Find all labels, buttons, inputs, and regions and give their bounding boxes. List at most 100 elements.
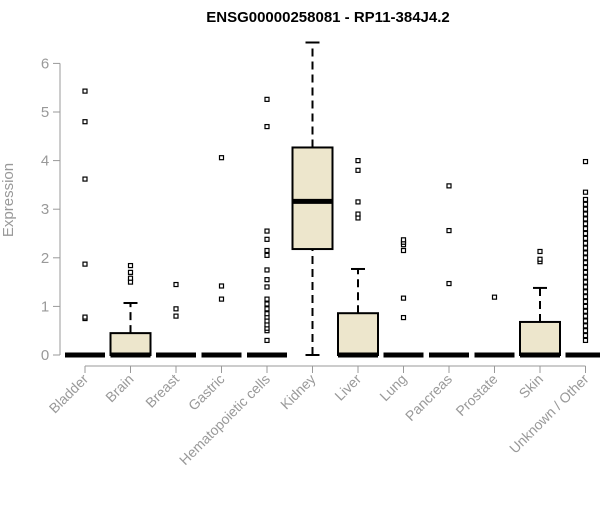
x-tick-label: Liver (331, 371, 364, 404)
box-iqr (520, 322, 560, 355)
outlier-point (584, 197, 588, 201)
outlier-point (220, 284, 224, 288)
outlier-point (174, 314, 178, 318)
y-tick-label: 2 (41, 250, 49, 267)
outlier-point (174, 307, 178, 311)
outlier-point (402, 238, 406, 242)
outlier-point (584, 280, 588, 284)
outlier-point (584, 309, 588, 313)
outlier-point (584, 270, 588, 274)
outlier-point (356, 200, 360, 204)
outlier-point (584, 217, 588, 221)
outlier-point (584, 160, 588, 164)
x-tick-label: Prostate (452, 371, 500, 419)
outlier-point (265, 229, 269, 233)
x-tick-label: Pancreas (402, 371, 455, 424)
outlier-point (265, 338, 269, 342)
x-tick-label: Bladder (46, 371, 92, 417)
outlier-point (129, 270, 133, 274)
y-tick-label: 3 (41, 201, 49, 218)
y-tick-label: 6 (41, 55, 49, 72)
box-iqr (338, 313, 378, 355)
outlier-point (584, 334, 588, 338)
outlier-point (584, 329, 588, 333)
outlier-point (265, 268, 269, 272)
y-tick-label: 0 (41, 347, 49, 364)
plot-area (65, 43, 600, 355)
outlier-point (265, 297, 269, 301)
outlier-point (129, 264, 133, 268)
outlier-point (584, 212, 588, 216)
box-group (293, 43, 333, 355)
x-tick-label: Kidney (277, 371, 319, 413)
outlier-point (265, 249, 269, 253)
outlier-point (584, 290, 588, 294)
outlier-point (265, 307, 269, 311)
outlier-point (265, 237, 269, 241)
outlier-point (493, 295, 497, 299)
outlier-point (220, 297, 224, 301)
x-tick-label: Unknown / Other (506, 371, 592, 457)
box-group (247, 97, 287, 355)
outlier-point (584, 222, 588, 226)
outlier-point (538, 257, 542, 261)
outlier-point (584, 190, 588, 194)
y-tick-label: 1 (41, 298, 49, 315)
outlier-point (356, 168, 360, 172)
outlier-point (83, 262, 87, 266)
outlier-point (265, 302, 269, 306)
outlier-point (584, 227, 588, 231)
outlier-point (538, 249, 542, 253)
outlier-point (584, 241, 588, 245)
outlier-point (83, 89, 87, 93)
outlier-point (402, 249, 406, 253)
outlier-point (584, 338, 588, 342)
outlier-point (584, 319, 588, 323)
outlier-point (447, 184, 451, 188)
outlier-point (584, 202, 588, 206)
box-group (65, 89, 105, 355)
outlier-point (356, 212, 360, 216)
outlier-point (584, 295, 588, 299)
outlier-point (402, 316, 406, 320)
outlier-point (83, 177, 87, 181)
outlier-point (584, 275, 588, 279)
outlier-point (584, 314, 588, 318)
outlier-point (129, 276, 133, 280)
outlier-point (447, 282, 451, 286)
y-axis-label: Expression (0, 163, 17, 237)
x-tick-label: Lung (376, 371, 409, 404)
x-tick-label: Hematopoietic cells (176, 371, 273, 468)
box-group (475, 295, 515, 355)
outlier-point (174, 283, 178, 287)
outlier-point (584, 304, 588, 308)
outlier-point (584, 261, 588, 265)
chart-title: ENSG00000258081 - RP11-384J4.2 (206, 9, 450, 26)
outlier-point (265, 97, 269, 101)
box-group (429, 184, 469, 355)
outlier-point (265, 278, 269, 282)
outlier-point (83, 120, 87, 124)
outlier-point (265, 312, 269, 316)
y-tick-label: 4 (41, 153, 49, 170)
outlier-point (584, 236, 588, 240)
outlier-point (83, 315, 87, 319)
box-iqr (293, 147, 333, 249)
outlier-point (584, 246, 588, 250)
outlier-point (584, 266, 588, 270)
x-tick-label: Skin (516, 371, 547, 402)
box-group (202, 156, 242, 355)
box-group (111, 264, 151, 355)
outlier-point (584, 256, 588, 260)
box-group (338, 159, 378, 355)
outlier-point (584, 324, 588, 328)
outlier-point (402, 296, 406, 300)
outlier-point (220, 156, 224, 160)
outlier-point (584, 285, 588, 289)
outlier-point (265, 285, 269, 289)
box-group (156, 283, 196, 355)
outlier-point (265, 125, 269, 129)
outlier-point (584, 207, 588, 211)
x-tick-label: Breast (142, 371, 182, 411)
